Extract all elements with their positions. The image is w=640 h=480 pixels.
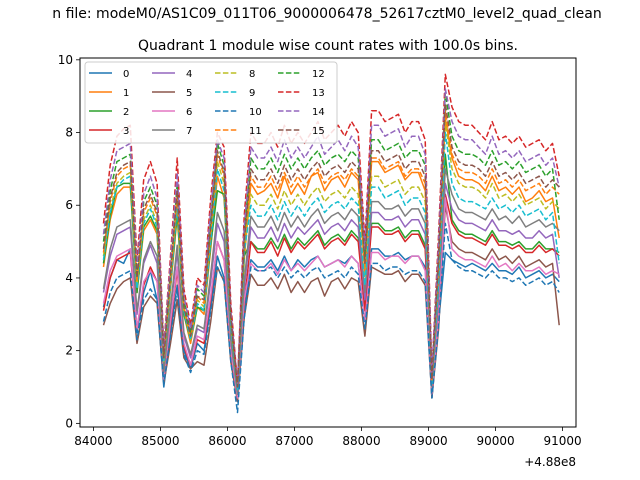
series-line-10 <box>102 222 560 414</box>
series-line-14 <box>102 88 560 385</box>
y-tick-label: 8 <box>65 126 73 140</box>
x-offset-label: +4.88e8 <box>524 455 576 469</box>
x-tick-label: 90000 <box>476 434 514 448</box>
y-tick-label: 0 <box>65 416 73 430</box>
y-tick-label: 4 <box>65 271 73 285</box>
legend-label-12: 12 <box>312 69 325 80</box>
legend-label-3: 3 <box>123 126 129 137</box>
series-line-15 <box>102 102 560 388</box>
legend-label-4: 4 <box>186 69 192 80</box>
legend-label-10: 10 <box>249 107 262 118</box>
x-tick-label: 87000 <box>275 434 313 448</box>
legend-label-5: 5 <box>186 88 192 99</box>
y-tick-label: 10 <box>58 53 73 67</box>
legend-label-0: 0 <box>123 69 129 80</box>
x-tick-label: 88000 <box>342 434 380 448</box>
legend-label-11: 11 <box>249 126 262 137</box>
legend-label-14: 14 <box>312 107 325 118</box>
legend-label-8: 8 <box>249 69 255 80</box>
legend-label-1: 1 <box>123 88 129 99</box>
x-tick-label: 84000 <box>74 434 112 448</box>
legend-label-2: 2 <box>123 107 129 118</box>
y-tick-label: 2 <box>65 344 73 358</box>
legend-label-7: 7 <box>186 126 192 137</box>
series-line-7 <box>102 168 560 396</box>
legend-label-6: 6 <box>186 107 192 118</box>
figure-suptitle: n file: modeM0/AS1C09_011T06_9000006478_… <box>52 6 601 22</box>
x-tick-label: 85000 <box>141 434 179 448</box>
legend-label-13: 13 <box>312 88 325 99</box>
legend-box <box>84 61 338 144</box>
chart-title: Quadrant 1 module wise count rates with … <box>138 38 518 54</box>
y-tick-label: 6 <box>65 198 73 212</box>
x-tick-label: 89000 <box>409 434 447 448</box>
series-line-11 <box>102 109 560 388</box>
x-tick-label: 86000 <box>208 434 246 448</box>
legend-label-9: 9 <box>249 88 255 99</box>
series-line-5 <box>102 204 560 403</box>
x-tick-label: 91000 <box>544 434 582 448</box>
legend-label-15: 15 <box>312 126 325 137</box>
series-line-6 <box>102 197 560 399</box>
plot-frame <box>79 57 577 428</box>
